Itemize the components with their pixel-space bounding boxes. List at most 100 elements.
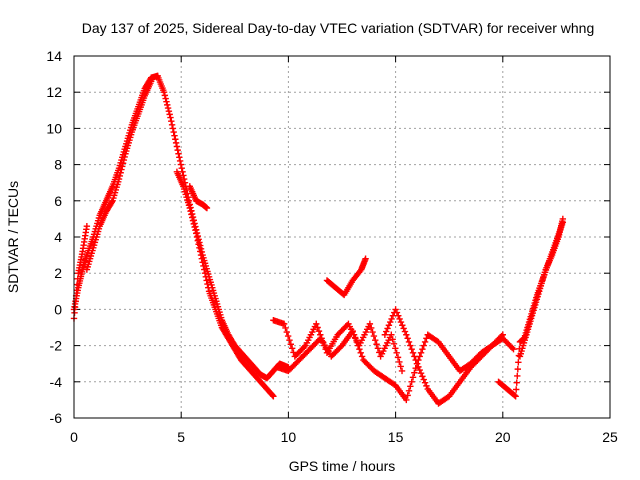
data-point-marker	[178, 165, 185, 172]
data-point-marker	[411, 369, 418, 376]
data-point-marker	[392, 306, 399, 313]
data-point-marker	[162, 95, 169, 102]
data-point-marker	[193, 233, 201, 241]
data-point-marker	[420, 376, 427, 383]
data-point-marker	[350, 331, 358, 338]
data-point-marker	[353, 338, 360, 346]
data-point-marker	[415, 363, 422, 371]
data-point-marker	[393, 349, 400, 357]
data-point-marker	[514, 365, 522, 373]
data-point-marker	[412, 356, 419, 364]
data-point-marker	[198, 255, 206, 262]
data-point-marker	[176, 157, 184, 165]
data-point-marker	[514, 372, 521, 380]
data-point-marker	[389, 336, 396, 343]
data-point-marker	[287, 341, 295, 348]
x-axis-label: GPS time / hours	[289, 458, 396, 474]
data-point-marker	[177, 161, 185, 168]
data-point-marker	[280, 320, 288, 328]
data-point-marker	[374, 345, 382, 352]
data-point-marker	[369, 328, 376, 336]
data-point-marker	[199, 259, 206, 266]
data-point-marker	[193, 230, 200, 237]
data-point-marker	[147, 78, 155, 85]
y-tick-label: 4	[54, 229, 62, 245]
data-point-marker	[71, 303, 79, 311]
data-point-marker	[370, 332, 378, 340]
data-point-marker	[190, 220, 197, 228]
data-point-marker	[269, 392, 276, 399]
data-point-marker	[204, 280, 211, 288]
x-tick-label: 25	[602, 429, 618, 445]
y-tick-label: 2	[54, 265, 62, 281]
data-point-marker	[202, 273, 210, 281]
data-point-marker	[186, 204, 193, 212]
data-point-marker	[388, 315, 395, 323]
series-layer	[70, 72, 567, 407]
data-point-marker	[403, 331, 410, 338]
data-point-marker	[197, 251, 205, 259]
y-tick-label: -2	[50, 338, 63, 354]
data-point-marker	[397, 363, 404, 370]
y-tick-label: 0	[54, 301, 62, 317]
data-point-marker	[390, 340, 398, 347]
data-point-marker	[164, 104, 172, 112]
data-point-marker	[165, 108, 173, 115]
data-point-marker	[383, 328, 390, 335]
data-series	[516, 215, 567, 360]
plot-frame	[73, 55, 611, 419]
data-point-marker	[189, 217, 197, 224]
data-point-marker	[192, 227, 199, 234]
data-point-marker	[120, 156, 128, 164]
x-tick-label: 15	[388, 429, 404, 445]
data-point-marker	[407, 342, 414, 349]
data-point-marker	[72, 298, 79, 305]
data-point-marker	[197, 248, 204, 255]
data-point-marker	[170, 128, 177, 136]
data-point-marker	[194, 237, 202, 244]
data-point-marker	[420, 342, 427, 349]
data-point-marker	[349, 327, 356, 335]
x-tick-label: 5	[177, 429, 185, 445]
data-point-marker	[373, 341, 380, 348]
data-point-marker	[118, 166, 125, 173]
y-tick-label: 12	[46, 84, 62, 100]
data-series	[381, 306, 517, 407]
data-point-marker	[314, 324, 321, 331]
data-series	[323, 255, 369, 299]
data-point-marker	[411, 353, 418, 360]
data-point-marker	[559, 215, 567, 223]
data-point-marker	[164, 101, 171, 109]
data-point-marker	[513, 379, 520, 386]
data-point-marker	[397, 318, 405, 326]
y-axis-label: SDTVAR / TECUs	[5, 181, 21, 293]
data-point-marker	[401, 328, 409, 335]
data-point-marker	[167, 114, 174, 121]
data-point-marker	[416, 366, 423, 374]
data-point-marker	[354, 342, 362, 349]
x-tick-label: 0	[70, 429, 78, 445]
data-point-marker	[419, 373, 426, 380]
y-tick-label: 10	[46, 120, 62, 136]
data-point-marker	[513, 386, 520, 393]
data-series	[173, 168, 277, 400]
data-point-marker	[168, 117, 175, 125]
data-point-marker	[270, 393, 277, 400]
data-point-marker	[372, 336, 379, 344]
data-point-marker	[163, 98, 170, 105]
data-point-marker	[195, 241, 202, 248]
data-point-marker	[301, 343, 308, 351]
data-point-marker	[384, 325, 391, 332]
data-point-marker	[179, 168, 186, 176]
data-point-marker	[396, 358, 403, 366]
data-point-marker	[174, 146, 181, 154]
data-point-marker	[121, 153, 128, 161]
data-point-marker	[408, 346, 415, 353]
data-point-marker	[368, 324, 375, 332]
data-point-marker	[407, 383, 414, 390]
data-point-marker	[400, 325, 407, 332]
data-point-marker	[387, 318, 394, 326]
data-point-marker	[398, 367, 406, 375]
data-point-marker	[201, 270, 209, 277]
data-point-marker	[413, 360, 421, 367]
